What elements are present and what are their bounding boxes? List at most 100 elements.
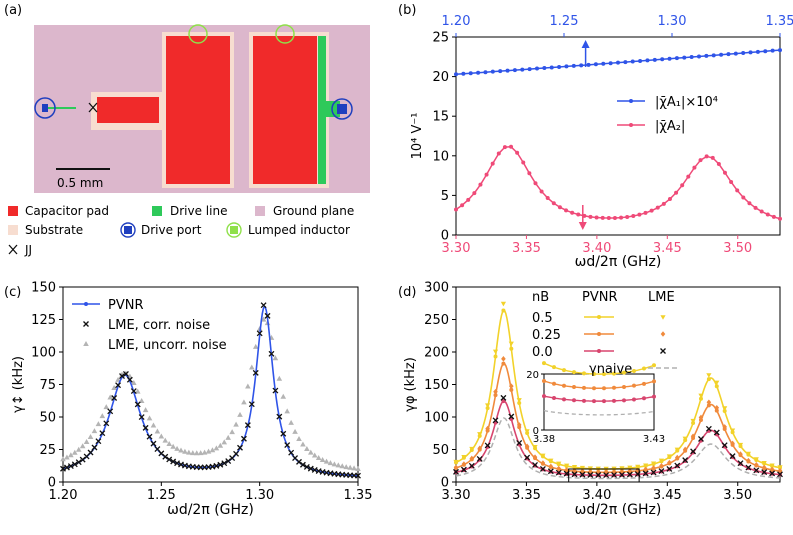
data-point-lme-uncorr xyxy=(205,448,212,454)
data-point-lme-nb-0.0-stroke xyxy=(737,460,744,467)
y-tick-label: 50 xyxy=(432,443,449,458)
series-line-nb-0.25 xyxy=(455,362,781,474)
data-point-lme-uncorr xyxy=(319,456,326,462)
drive-port-right-square xyxy=(337,104,347,114)
data-point-lme-corr xyxy=(60,465,66,472)
data-point-lme-nb-0.0-stroke xyxy=(579,471,586,478)
data-point-pvnr-nb-0.25 xyxy=(714,408,719,413)
data-point-chi-a2 xyxy=(612,215,617,220)
data-point-lme-nb-0.25 xyxy=(682,446,688,453)
data-point-lme-corr xyxy=(252,369,259,376)
inset-data-point-nb-0.25 xyxy=(652,379,656,384)
data-point-lme-nb-0.0-stroke xyxy=(611,471,618,478)
data-point-lme-corr-stroke xyxy=(63,464,70,471)
data-point-chi-a2 xyxy=(454,207,458,212)
data-point-lme-corr xyxy=(248,401,255,408)
data-point-lme-uncorr xyxy=(95,421,102,427)
data-point-lme-corr xyxy=(142,424,149,431)
data-point-chi-a2 xyxy=(466,197,471,202)
data-point-lme-nb-0.5 xyxy=(548,458,554,464)
inset-data-point-nb-0.5 xyxy=(552,365,556,370)
data-point-lme-corr-stroke xyxy=(60,465,66,472)
data-point-chi-a1 xyxy=(689,55,694,60)
data-point-lme-corr-stroke xyxy=(115,382,122,389)
data-point-chi-a2 xyxy=(594,215,599,220)
data-point-lme-corr-stroke xyxy=(355,472,361,479)
drive-port-left-square xyxy=(42,104,48,112)
data-point-lme-nb-0.5 xyxy=(532,445,538,450)
x-axis-label: ωd/2π (GHz) xyxy=(575,254,662,270)
inset-data-point-nb-0.25 xyxy=(622,384,626,389)
inset-data-point-nb-0.0 xyxy=(582,398,586,403)
data-point-lme-uncorr xyxy=(142,407,149,413)
data-point-lme-uncorr xyxy=(186,449,192,455)
data-point-lme-uncorr xyxy=(237,411,243,417)
inset-data-point-nb-0.5 xyxy=(622,370,626,375)
data-point-lme-uncorr xyxy=(280,393,287,399)
data-point-lme-corr xyxy=(130,388,137,395)
data-point-lme-corr-stroke xyxy=(174,460,181,467)
data-point-lme-nb-0.25 xyxy=(730,440,735,447)
data-point-lme-nb-0.0 xyxy=(626,471,633,478)
data-point-lme-nb-0.25 xyxy=(769,466,775,473)
x-tick-label: 3.50 xyxy=(723,488,752,503)
data-point-lme-uncorr xyxy=(60,456,66,462)
data-point-chi-a2 xyxy=(716,162,721,167)
data-point-lme-nb-0.0 xyxy=(666,465,673,472)
data-point-lme-corr xyxy=(225,458,232,465)
data-point-lme-nb-0.0-stroke xyxy=(476,455,483,462)
data-point-lme-uncorr xyxy=(190,450,196,456)
data-point-lme-corr-stroke xyxy=(170,458,177,465)
data-point-lme-corr-stroke xyxy=(111,395,118,401)
data-point-lme-uncorr xyxy=(355,465,361,471)
y-tick-label: 300 xyxy=(424,281,449,296)
data-point-lme-uncorr xyxy=(304,446,310,452)
data-point-chi-a2 xyxy=(735,188,740,193)
data-point-chi-a1 xyxy=(711,53,716,58)
data-point-lme-nb-0.0 xyxy=(761,469,768,476)
data-point-lme-nb-0.0-stroke xyxy=(555,469,562,476)
data-point-chi-a2 xyxy=(680,183,685,188)
data-point-lme-corr-stroke xyxy=(150,440,157,447)
data-point-lme-corr-stroke xyxy=(248,401,255,408)
data-point-lme-corr xyxy=(260,302,267,309)
y-tick-label: 75 xyxy=(39,378,56,393)
inset-data-point-nb-0.5 xyxy=(562,368,566,373)
data-point-lme-corr-stroke xyxy=(87,449,94,456)
data-point-chi-a1 xyxy=(571,63,576,68)
legend-marker-lme-corr-stroke xyxy=(83,321,89,327)
data-point-lme-nb-0.5 xyxy=(745,451,751,457)
y-tick-label: 15 xyxy=(432,110,449,125)
svg-text:Drive line: Drive line xyxy=(170,204,227,218)
data-point-lme-nb-0.0 xyxy=(769,470,776,477)
legend-marker-lme-corr xyxy=(83,321,89,327)
data-point-lme-corr-stroke xyxy=(280,430,287,437)
data-point-lme-uncorr xyxy=(72,449,78,455)
y-tick-label: 0 xyxy=(441,229,449,244)
data-point-lme-nb-0.0 xyxy=(508,413,515,420)
panel-label-c: (c) xyxy=(4,285,21,300)
data-point-lme-nb-0.0 xyxy=(729,453,736,460)
data-point-lme-nb-0.0-stroke xyxy=(618,471,625,478)
data-point-lme-nb-0.25 xyxy=(453,464,459,471)
data-point-chi-a2 xyxy=(533,181,538,186)
drive-line xyxy=(318,36,326,184)
data-point-chi-a2 xyxy=(557,205,562,210)
data-point-chi-a2 xyxy=(527,171,532,176)
data-point-lme-nb-0.0-stroke xyxy=(626,471,633,478)
data-point-lme-uncorr xyxy=(131,379,137,385)
data-point-lme-uncorr xyxy=(158,433,165,439)
legend-label-lme-corr: LME, corr. noise xyxy=(108,318,210,333)
data-point-lme-corr xyxy=(240,435,247,442)
data-point-lme-nb-0.0 xyxy=(777,471,783,478)
data-point-lme-nb-0.0 xyxy=(650,469,657,476)
data-point-lme-nb-0.25 xyxy=(738,451,743,457)
data-point-lme-corr-stroke xyxy=(240,435,247,442)
data-point-chi-a2 xyxy=(686,174,691,179)
data-point-lme-corr xyxy=(268,350,275,357)
inset-data-point-nb-0.5 xyxy=(652,363,656,368)
data-point-lme-uncorr xyxy=(154,428,161,434)
data-point-lme-corr xyxy=(303,463,310,470)
data-point-lme-corr-stroke xyxy=(122,371,129,377)
inset-data-point-nb-0.25 xyxy=(632,383,636,388)
